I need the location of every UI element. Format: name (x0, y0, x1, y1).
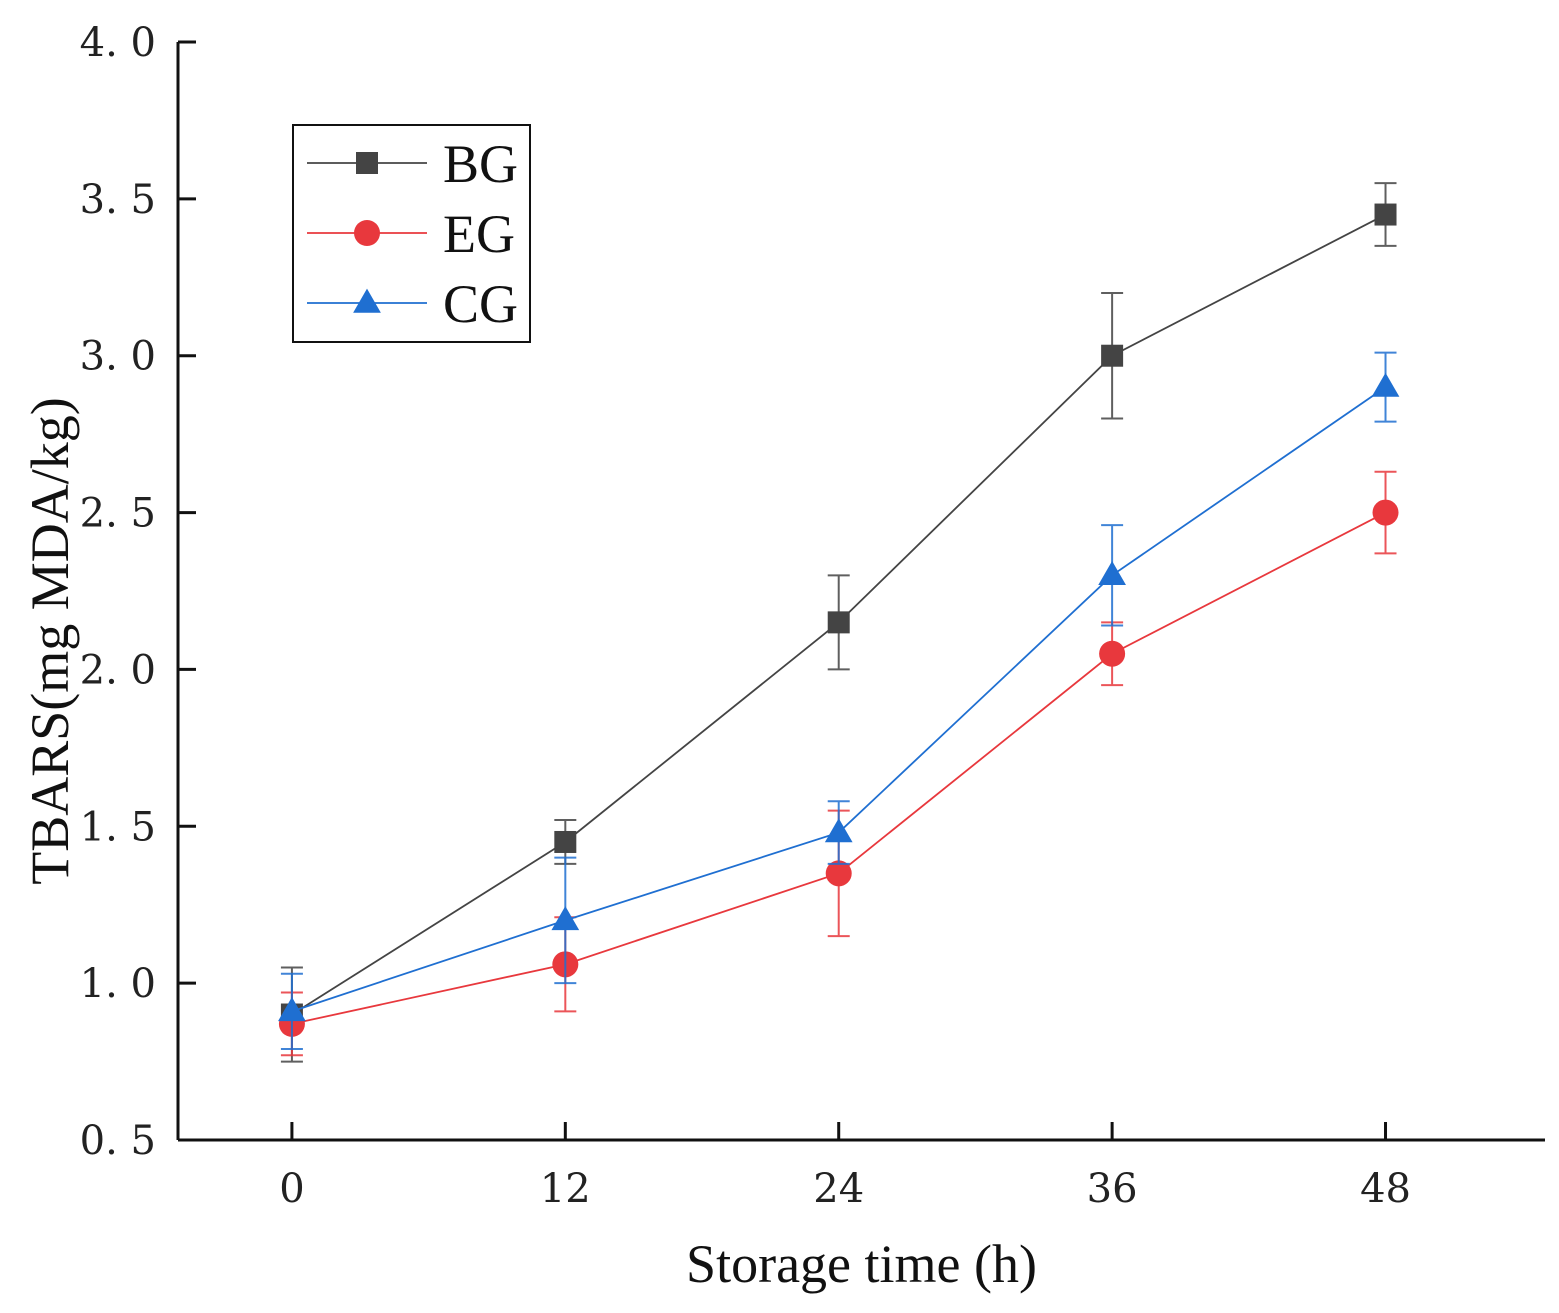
y-tick-label: 0. 5 (80, 1118, 156, 1164)
axes: 0. 5 1. 0 1. 5 2. 0 2. 5 3. 0 3. 5 4. 0 0 12 24 36 4… (80, 20, 1545, 1212)
x-tick-label: 24 (813, 1166, 864, 1212)
data-point-bg (554, 830, 577, 853)
legend-label-cg: CG (443, 274, 518, 334)
data-point-bg (827, 611, 850, 634)
data-point-cg (824, 818, 853, 843)
legend-item-eg: EG (307, 204, 515, 264)
y-tick-label: 2. 0 (80, 647, 156, 693)
legend: BG EG CG (292, 124, 531, 343)
data-point-cg (551, 906, 580, 931)
x-tick-label: 0 (279, 1166, 304, 1212)
x-tick-label: 12 (540, 1166, 591, 1212)
x-tick-label: 36 (1087, 1166, 1138, 1212)
series-cg (278, 351, 1400, 1051)
y-tick-label: 1. 0 (80, 961, 156, 1007)
y-tick-label: 1. 5 (80, 804, 156, 850)
data-point-cg (1098, 560, 1126, 586)
data-point-bg (1374, 203, 1397, 226)
legend-item-cg: CG (307, 274, 518, 334)
data-point-eg (825, 860, 852, 887)
legend-item-bg: BG (307, 134, 518, 194)
legend-marker-bg (356, 152, 378, 174)
y-tick-label: 2. 5 (80, 491, 156, 537)
y-tick-label: 3. 0 (80, 334, 156, 380)
data-point-eg (1372, 499, 1399, 526)
legend-marker-eg (354, 220, 380, 246)
data-point-eg (1099, 640, 1126, 667)
legend-label-bg: BG (443, 134, 518, 194)
legend-label-eg: EG (443, 204, 515, 264)
data-point-cg (1371, 372, 1400, 397)
x-tick-label: 48 (1360, 1166, 1411, 1212)
data-point-bg (1101, 344, 1124, 367)
legend-marker-cg (353, 288, 381, 313)
series-eg (278, 470, 1399, 1057)
y-axis-title: TBARS(mg MDA/kg) (20, 397, 80, 885)
plot-area (278, 182, 1400, 1063)
data-point-cg (278, 997, 306, 1022)
y-tick-label: 3. 5 (80, 177, 156, 223)
x-axis-title: Storage time (h) (686, 1234, 1037, 1294)
y-tick-label: 4. 0 (80, 20, 156, 66)
